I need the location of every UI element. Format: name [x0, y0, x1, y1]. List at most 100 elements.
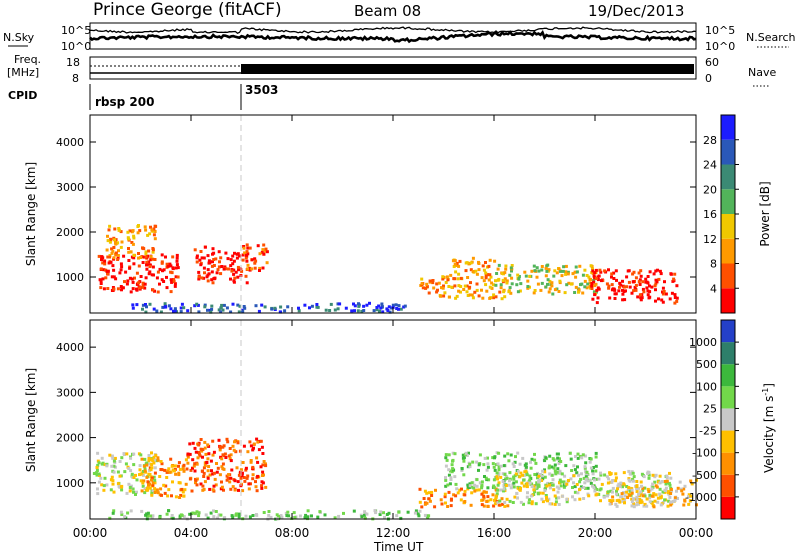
- heatmap-cell: [444, 501, 447, 505]
- heatmap-cell: [446, 278, 450, 282]
- heatmap-cell: [521, 456, 525, 460]
- heatmap-cell: [482, 504, 486, 508]
- heatmap-cell: [500, 297, 504, 301]
- heatmap-cell: [265, 250, 269, 254]
- heatmap-cell: [120, 240, 124, 244]
- heatmap-cell: [193, 462, 197, 466]
- heatmap-cell: [496, 488, 500, 492]
- heatmap-cell: [167, 509, 170, 513]
- heatmap-cell: [139, 256, 143, 259]
- heatmap-cell: [627, 486, 631, 490]
- heatmap-cell: [593, 271, 597, 275]
- heatmap-cell: [503, 504, 507, 508]
- heatmap-cell: [492, 486, 496, 490]
- heatmap-cell: [101, 261, 105, 265]
- heatmap-cell: [630, 487, 634, 491]
- heatmap-cell: [125, 282, 129, 286]
- heatmap-cell: [120, 484, 124, 488]
- heatmap-cell: [517, 277, 521, 281]
- heatmap-cell: [673, 301, 677, 305]
- heatmap-cell: [255, 489, 259, 493]
- heatmap-cell: [578, 264, 582, 268]
- heatmap-cell: [513, 460, 517, 464]
- heatmap-cell: [260, 445, 264, 449]
- heatmap-cell: [592, 486, 596, 490]
- heatmap-cell: [243, 306, 247, 310]
- heatmap-cell: [621, 292, 625, 296]
- heatmap-cell: [216, 516, 220, 520]
- heatmap-cell: [585, 286, 589, 290]
- heatmap-cell: [559, 480, 563, 484]
- heatmap-cell: [220, 485, 224, 489]
- heatmap-cell: [137, 264, 141, 268]
- heatmap-cell: [417, 514, 421, 518]
- heatmap-cell: [557, 486, 561, 490]
- heatmap-cell: [621, 298, 625, 302]
- heatmap-cell: [457, 284, 461, 288]
- heatmap-cell: [558, 481, 561, 485]
- heatmap-cell: [458, 488, 462, 492]
- heatmap-cell: [144, 228, 148, 232]
- heatmap-cell: [470, 491, 474, 495]
- heatmap-cell: [155, 488, 159, 492]
- heatmap-cell: [165, 286, 169, 290]
- heatmap-cell: [131, 306, 135, 310]
- heatmap-cell: [559, 460, 563, 463]
- heatmap-cell: [548, 472, 552, 476]
- heatmap-cell: [468, 293, 472, 297]
- heatmap-cell: [583, 465, 587, 469]
- heatmap-cell: [120, 265, 124, 269]
- heatmap-cell: [528, 474, 532, 478]
- heatmap-cell: [328, 309, 332, 312]
- heatmap-cell: [211, 260, 214, 264]
- heatmap-cell: [241, 253, 245, 257]
- heatmap-cell: [630, 470, 634, 474]
- heatmap-cell: [464, 269, 468, 273]
- heatmap-cell: [243, 479, 247, 483]
- heatmap-cell: [146, 488, 150, 492]
- heatmap-cell: [449, 498, 453, 502]
- freq-tick-top: 18: [66, 56, 80, 69]
- heatmap-cell: [421, 286, 425, 290]
- heatmap-cell: [175, 263, 179, 267]
- heatmap-cell: [230, 269, 234, 273]
- heatmap-cell: [212, 450, 216, 454]
- heatmap-cell: [397, 304, 401, 308]
- heatmap-cell: [544, 494, 548, 497]
- heatmap-cell: [659, 495, 663, 499]
- heatmap-cell: [616, 487, 619, 491]
- heatmap-cell: [99, 476, 103, 480]
- heatmap-cell: [297, 309, 301, 313]
- heatmap-cell: [630, 504, 634, 508]
- heatmap-cell: [630, 491, 634, 495]
- heatmap-cell: [111, 264, 115, 268]
- plot-title: Prince George (fitACF): [93, 0, 282, 20]
- heatmap-cell: [246, 263, 250, 267]
- heatmap-cell: [477, 488, 481, 492]
- heatmap-cell: [548, 464, 552, 468]
- heatmap-cell: [533, 490, 537, 494]
- heatmap-cell: [150, 463, 154, 466]
- heatmap-cell: [449, 469, 452, 473]
- heatmap-cell: [185, 467, 189, 471]
- heatmap-cell: [627, 280, 631, 284]
- heatmap-cell: [267, 513, 271, 517]
- heatmap-cell: [204, 452, 208, 456]
- heatmap-cell: [144, 252, 148, 256]
- heatmap-cell: [473, 483, 477, 487]
- heatmap-cell: [194, 478, 198, 482]
- heatmap-cell: [256, 460, 260, 464]
- heatmap-cell: [559, 269, 562, 273]
- heatmap-cell: [179, 310, 183, 314]
- heatmap-cell: [484, 261, 487, 264]
- heatmap-cell: [195, 254, 199, 258]
- heatmap-cell: [133, 276, 136, 280]
- heatmap-cell: [372, 309, 376, 313]
- heatmap-cell: [236, 441, 240, 445]
- heatmap-cell: [131, 303, 135, 307]
- heatmap-cell: [197, 275, 201, 279]
- heatmap-cell: [667, 492, 671, 496]
- heatmap-cell: [298, 514, 302, 518]
- heatmap-cell: [105, 483, 109, 487]
- heatmap-cell: [129, 290, 133, 294]
